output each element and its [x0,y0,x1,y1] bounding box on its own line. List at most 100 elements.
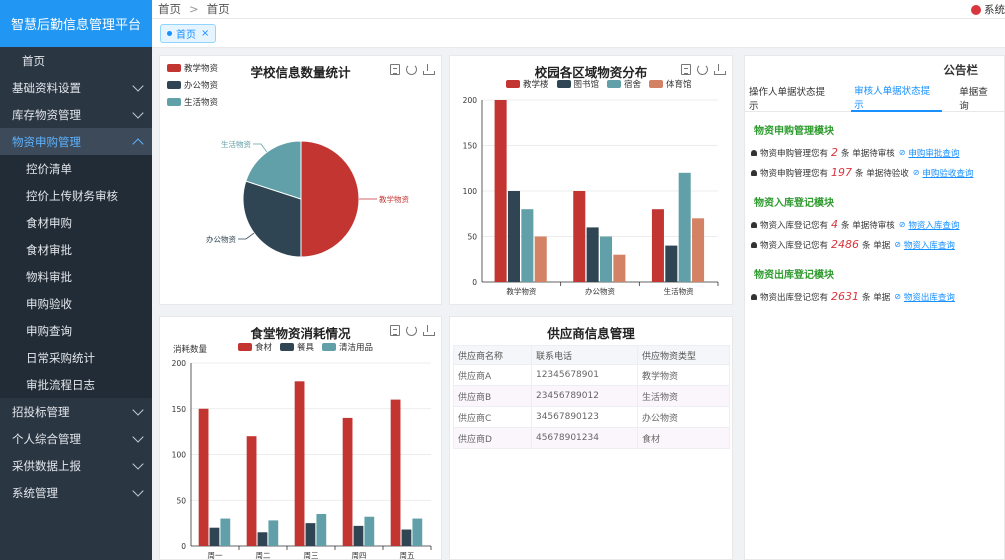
legend-item[interactable]: 体育馆 [649,78,692,90]
bar [507,191,520,282]
tabs-bar: 首页 × [152,18,1005,48]
sidebar-item[interactable]: 控价清单 [0,155,152,182]
legend-label: 餐具 [297,343,315,353]
notice-tab[interactable]: 单据查询 [959,87,988,112]
notice-count: 197 [831,166,853,179]
table-header: 供应物资类型 [636,345,731,365]
table-cell: 45678901234 [530,427,638,449]
tab-close-icon[interactable]: × [201,28,210,39]
legend-item[interactable]: 食材 [238,341,272,353]
notice-text: 物资出库登记您有 [760,292,829,303]
table-cell: 教学物资 [636,364,731,386]
table-cell: 食材 [636,427,731,449]
y-tick-label: 0 [472,278,477,287]
link-icon: ⊘ [912,168,920,177]
legend-swatch [167,98,181,106]
legend-item[interactable]: 教学物资 [167,62,218,74]
notice-line: 物资入库登记您有 2486 条 单据 ⊘ 物资入库查询 [751,238,955,251]
notice-tab[interactable]: 操作人单据状态提示 [749,87,826,112]
supplier-table: 供应商名称 联系电话 供应物资类型 供应商A 12345678901 教学物资 供应商B 2… [453,345,731,449]
legend-item[interactable]: 餐具 [280,341,314,353]
y-tick-label: 0 [181,542,186,551]
data-view-icon[interactable] [390,64,400,75]
download-icon[interactable] [423,64,435,75]
legend-swatch [238,343,252,351]
table-cell: 23456789012 [530,385,638,407]
sidebar-item[interactable]: 系统管理 [0,479,152,506]
download-icon[interactable] [714,64,726,75]
notice-text: 条 单据 [862,240,891,251]
sidebar-item[interactable]: 申购查询 [0,317,152,344]
notice-link[interactable]: 物资入库查询 [903,240,955,251]
panel-title: 供应商信息管理 [547,326,635,341]
bar [600,236,613,282]
refresh-icon[interactable] [406,64,417,75]
data-view-icon[interactable] [390,325,400,336]
sidebar-item-label: 招投标管理 [12,404,70,419]
app-title: 智慧后勤信息管理平台 [0,0,152,47]
legend-item[interactable]: 生活物资 [167,96,218,108]
notice-link[interactable]: 申购验收查询 [922,168,974,179]
chart-legend: 教学物资办公物资生活物资 [167,62,226,113]
chevron-down-icon [132,107,144,119]
notice-text: 物资入库登记您有 [760,220,829,231]
school-stats-panel: 学校信息数量统计 教学物资 办公物资 生活物资 教学物资 办公物资 生活物资 [159,55,442,305]
sidebar-item-label: 日常采购统计 [26,350,95,365]
sidebar-item[interactable]: 申购验收 [0,290,152,317]
tab-home[interactable]: 首页 × [160,24,217,43]
bar [534,236,547,282]
legend-item[interactable]: 清洁用品 [322,341,373,353]
breadcrumb-current: 首页 [206,2,230,16]
supplier-panel: 供应商信息管理 供应商名称 联系电话 供应物资类型 供应商A 12345678901 教… [449,316,733,560]
sidebar-item[interactable]: 食材审批 [0,236,152,263]
user-name: 系统 [984,4,1005,16]
notice-link[interactable]: 物资入库查询 [908,220,960,231]
data-view-icon[interactable] [681,64,691,75]
sidebar-item[interactable]: 基础资料设置 [0,74,152,101]
notice-link[interactable]: 物资出库查询 [903,292,955,303]
table-row[interactable]: 供应商D 45678901234 食材 [453,427,731,449]
breadcrumb-root[interactable]: 首页 [158,2,181,16]
sidebar-item[interactable]: 审批流程日志 [0,371,152,398]
pie-slice [300,140,360,258]
table-row[interactable]: 供应商B 23456789012 生活物资 [453,385,731,407]
legend-item[interactable]: 教学楼 [506,78,549,90]
notice-tab[interactable]: 审核人单据状态提示 [851,84,943,112]
sidebar-item[interactable]: 控价上传财务审核 [0,182,152,209]
sidebar-item[interactable]: 物料审批 [0,263,152,290]
legend-item[interactable]: 宿舍 [607,78,641,90]
notice-count: 2631 [831,290,860,303]
notice-text: 条 单据待审核 [841,148,895,159]
table-row[interactable]: 供应商C 34567890123 办公物资 [453,406,731,428]
sidebar-item[interactable]: 个人综合管理 [0,425,152,452]
bar [401,529,412,546]
breadcrumb-separator: > [189,2,199,16]
bar [294,381,305,546]
bell-icon [751,241,757,248]
sidebar-item[interactable]: 库存物资管理 [0,101,152,128]
notice-count: 2 [831,146,839,159]
download-icon[interactable] [423,325,435,336]
sidebar-item[interactable]: 招投标管理 [0,398,152,425]
sidebar-item[interactable]: 日常采购统计 [0,344,152,371]
sidebar-item[interactable]: 食材申购 [0,209,152,236]
notice-text: 条 单据待审核 [841,220,895,231]
sidebar-item[interactable]: 物资申购管理 [0,128,152,155]
notice-link[interactable]: 申购审批查询 [908,148,960,159]
table-header: 供应商名称 [453,345,532,365]
table-row[interactable]: 供应商A 12345678901 教学物资 [453,364,731,386]
pie-label: 教学物资 [379,194,409,204]
legend-item[interactable]: 图书馆 [556,78,599,90]
legend-swatch [556,80,571,88]
sidebar-item[interactable]: 采供数据上报 [0,452,152,479]
y-tick-label: 50 [176,496,186,505]
refresh-icon[interactable] [406,325,417,336]
user-menu[interactable]: 系统 [971,2,1005,17]
bar [390,399,401,546]
legend-label: 教学楼 [523,80,549,90]
refresh-icon[interactable] [697,64,708,75]
chart-legend: 食材 餐具 清洁用品 [238,341,381,353]
legend-item[interactable]: 办公物资 [167,79,218,91]
sidebar-item[interactable]: 首页 [0,47,152,74]
